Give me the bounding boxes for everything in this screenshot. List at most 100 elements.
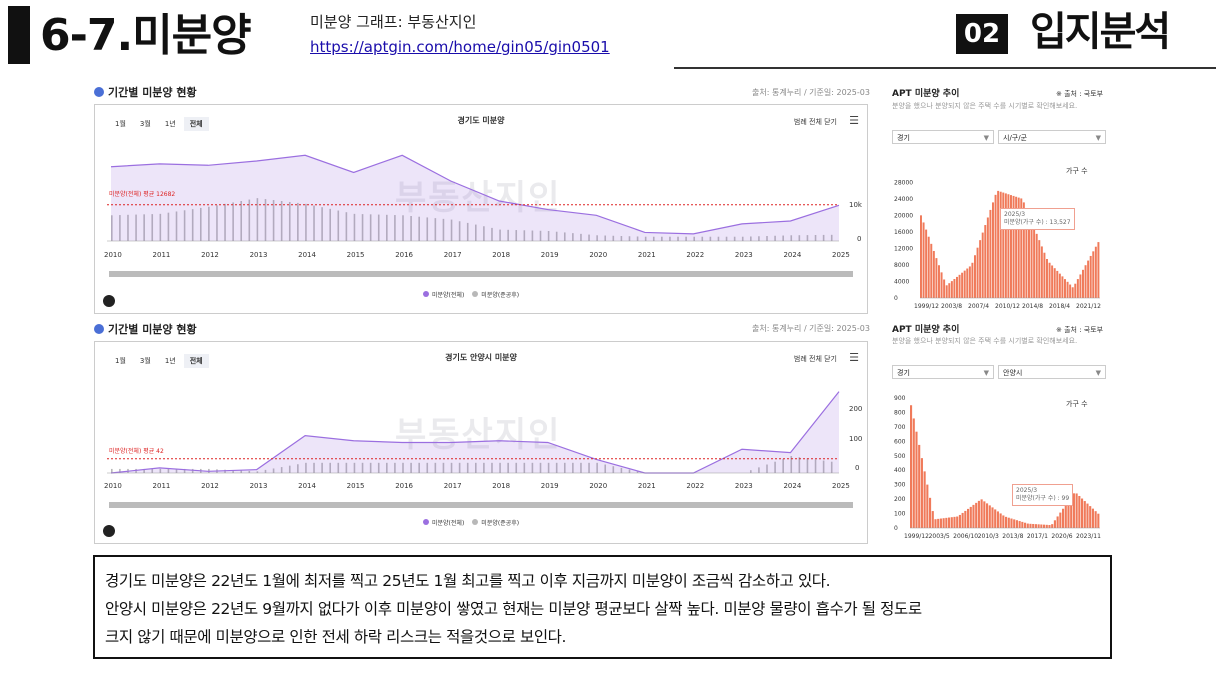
bar: [1040, 246, 1043, 298]
bar-completed: [499, 229, 501, 241]
source-link[interactable]: https://aptgin.com/home/gin05/gin0501: [310, 38, 610, 56]
bar: [1020, 198, 1023, 298]
bar: [912, 418, 915, 528]
bar-completed: [264, 199, 267, 241]
province-select[interactable]: 경기 ▼: [892, 130, 994, 144]
bar-completed: [297, 202, 299, 241]
y-tick-label: 4000: [894, 278, 909, 285]
y-tick-label: 800: [894, 409, 906, 416]
bar: [958, 514, 961, 528]
bar: [1005, 516, 1008, 528]
hamburger-menu-icon[interactable]: ☰: [849, 114, 859, 127]
province-select[interactable]: 경기 ▼: [892, 365, 994, 379]
x-tick-label: 2017: [443, 482, 462, 490]
bar-completed: [248, 470, 251, 473]
legend-item-total[interactable]: 미분양(전체): [432, 292, 465, 299]
bar: [934, 519, 937, 528]
bar: [961, 272, 964, 298]
bar: [976, 247, 979, 298]
bar-completed: [466, 462, 469, 473]
x-tick-label: 2003/8: [941, 303, 962, 310]
bar-completed: [232, 202, 234, 241]
legend-marker: [423, 519, 429, 525]
bar: [1015, 196, 1018, 298]
bar-completed: [280, 201, 283, 241]
bar: [926, 484, 929, 528]
bar-completed: [208, 206, 210, 241]
bar-completed: [183, 210, 186, 241]
bar: [929, 497, 932, 528]
legend-item-completed[interactable]: 미분양(준공후): [481, 520, 520, 527]
bar-completed: [539, 230, 542, 241]
scrollbar-thumb[interactable]: [109, 271, 853, 277]
bar-completed: [483, 462, 485, 473]
bar-completed: [119, 468, 121, 473]
chevron-down-icon: ▼: [983, 134, 989, 142]
bar: [948, 283, 951, 298]
bar-completed: [297, 464, 299, 473]
bar-completed: [588, 462, 590, 473]
x-tick-label: 2015: [346, 251, 365, 259]
bar: [1043, 524, 1046, 528]
range-3m-button[interactable]: 3월: [139, 357, 151, 365]
bar: [979, 240, 982, 298]
bar: [992, 202, 994, 298]
bar: [1033, 227, 1036, 298]
panel-title-1: 기간별 미분양 현황: [94, 84, 197, 100]
range-1y-button[interactable]: 1년: [164, 120, 176, 128]
y-tick-label: 28000: [894, 179, 913, 186]
bar-completed: [159, 213, 162, 241]
bar: [1092, 251, 1095, 298]
legend-item-completed[interactable]: 미분양(준공후): [481, 292, 520, 299]
range-1m-button[interactable]: 1월: [115, 120, 126, 128]
range-1y-button[interactable]: 1년: [164, 357, 176, 365]
brand-logo-icon: [103, 525, 115, 537]
x-tick-label: 2024: [783, 251, 802, 259]
city-select[interactable]: 시/구/군 ▼: [998, 130, 1106, 144]
bar-completed: [491, 462, 493, 473]
bar-completed: [774, 235, 776, 241]
bar-completed: [151, 468, 154, 473]
bar: [968, 266, 971, 298]
bar: [930, 243, 933, 298]
bar: [1037, 524, 1040, 528]
hamburger-menu-icon[interactable]: ☰: [849, 351, 859, 364]
scrollbar-thumb[interactable]: [109, 502, 853, 508]
bar-completed: [822, 460, 825, 473]
bar: [963, 270, 966, 298]
bar-completed: [814, 459, 817, 473]
city-select[interactable]: 안양시 ▼: [998, 365, 1106, 379]
legend-toggle-button[interactable]: 범례 전체 닫기: [793, 355, 837, 363]
bar-completed: [636, 236, 639, 241]
bar-completed: [143, 214, 145, 241]
range-all-button[interactable]: 전체: [183, 117, 209, 131]
legend: 미분양(전체) 미분양(준공후): [415, 290, 519, 299]
commentary-line: 경기도 미분양은 22년도 1월에 최저를 찍고 25년도 1월 최고를 찍고 …: [105, 572, 831, 590]
bar-completed: [491, 227, 493, 241]
title-marker-bar: [8, 6, 30, 64]
bar-completed: [669, 236, 671, 241]
bar: [1004, 193, 1007, 298]
range-3m-button[interactable]: 3월: [139, 120, 151, 128]
x-tick-label: 2018: [492, 482, 511, 490]
bar-chart-plot: 28000 24000 20000 16000 12000 8000 4000 0 1999/1…: [894, 179, 1101, 310]
bar: [1056, 270, 1059, 298]
y-tick-label: 20000: [894, 212, 913, 219]
y-tick-label: 300: [894, 482, 906, 489]
bar: [1035, 233, 1038, 298]
bar: [999, 513, 1002, 528]
navigator-scrollbar[interactable]: [109, 271, 853, 277]
bar: [945, 517, 948, 528]
bar-completed: [458, 221, 461, 241]
range-all-button[interactable]: 전체: [183, 354, 209, 368]
range-buttons: 1월 3월 1년 전체: [109, 354, 211, 368]
navigator-scrollbar[interactable]: [109, 502, 853, 508]
legend-toggle-button[interactable]: 범례 전체 닫기: [793, 118, 837, 126]
bar-completed: [240, 470, 243, 473]
bar-completed: [644, 236, 647, 241]
bar-completed: [750, 470, 752, 473]
bar-completed: [588, 234, 590, 241]
range-1m-button[interactable]: 1월: [115, 357, 126, 365]
bar: [956, 516, 959, 528]
legend-item-total[interactable]: 미분양(전체): [432, 520, 465, 527]
